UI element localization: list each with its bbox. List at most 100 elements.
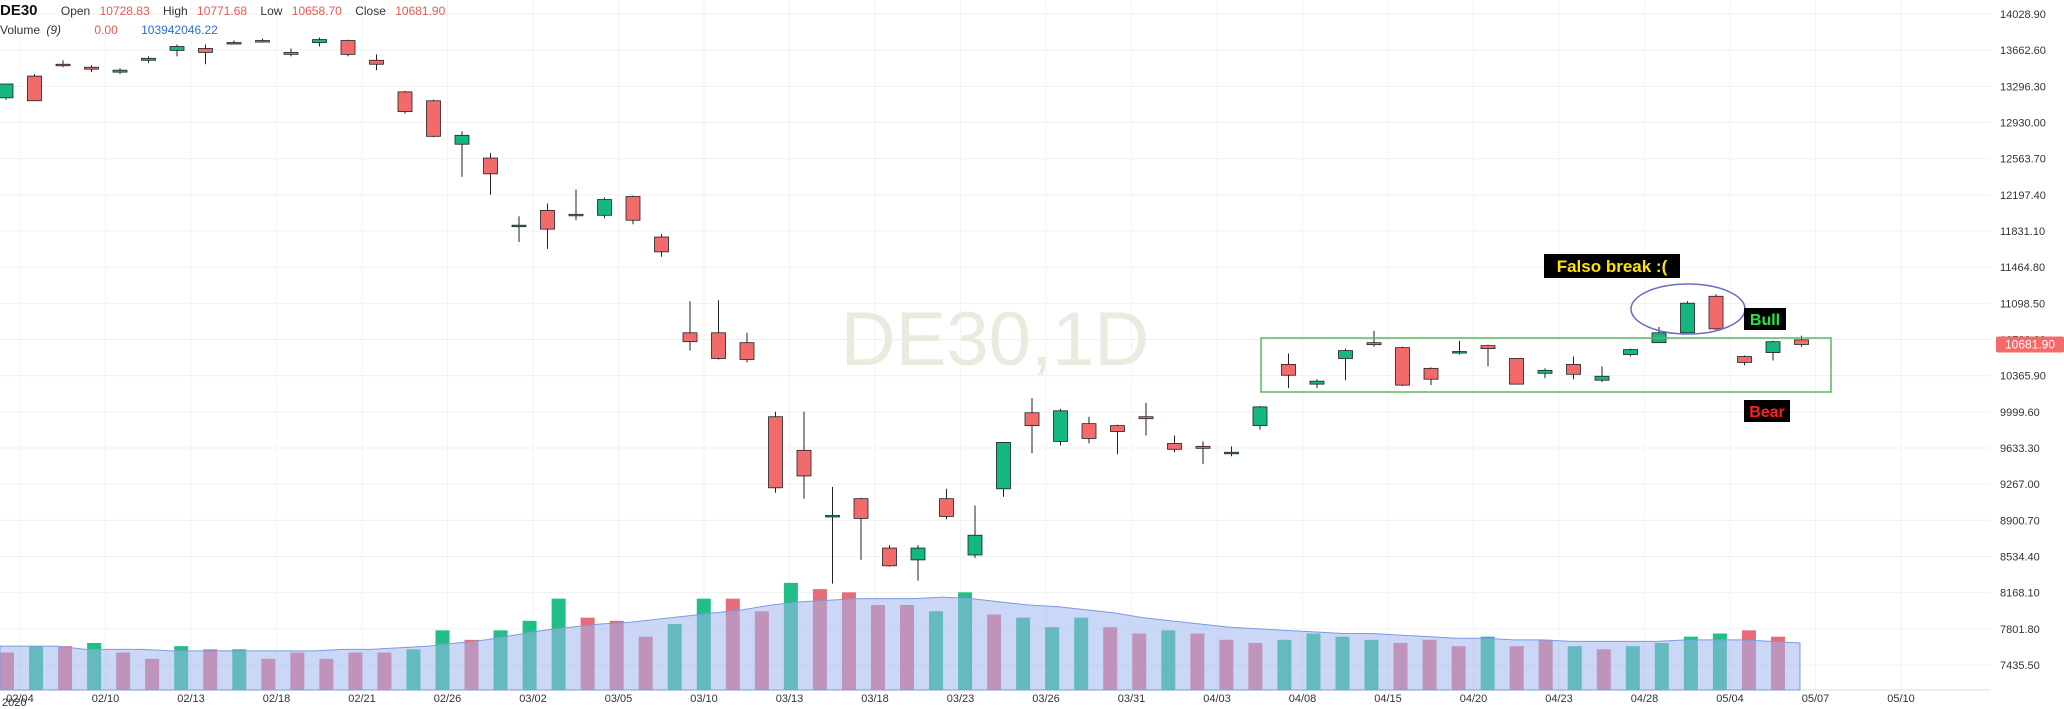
false-break-label-bg: [1544, 254, 1680, 278]
price-tick-label: 13662.60: [2000, 45, 2046, 57]
candle-body: [1252, 406, 1268, 427]
price-tick-label: 10365.90: [2000, 371, 2046, 383]
price-tick-label: 8534.40: [2000, 552, 2040, 564]
candle-body: [711, 332, 726, 359]
candle-body: [1395, 347, 1410, 386]
candle-body: [169, 46, 185, 51]
time-tick-label: 02/26: [434, 693, 462, 705]
candle-body: [1138, 416, 1154, 420]
last-price-marker: 10681.90: [1996, 336, 2064, 353]
time-tick-label: 02/18: [263, 693, 291, 705]
low-value: 10658.70: [291, 4, 342, 18]
price-tick-label: 9633.30: [2000, 443, 2040, 455]
close-value: 10681.90: [395, 4, 446, 18]
candle-body: [1423, 367, 1439, 380]
time-tick-label: 02/10: [92, 693, 120, 705]
time-tick-label: 04/20: [1460, 693, 1488, 705]
range-box[interactable]: [1260, 337, 1832, 393]
time-tick-label: 02/04: [6, 693, 34, 705]
bull-label-bg: [1744, 308, 1786, 330]
candle-body: [739, 342, 755, 360]
candle-body: [796, 449, 812, 477]
time-tick-label: 04/28: [1631, 693, 1659, 705]
price-tick-label: 7801.80: [2000, 624, 2040, 636]
ohlc-legend: DE30 Open 10728.83 High 10771.68 Low 106…: [0, 2, 455, 19]
time-tick-label: 03/10: [690, 693, 718, 705]
price-tick-label: 13296.30: [2000, 81, 2046, 93]
candle-body: [825, 515, 840, 518]
candle-body: [226, 42, 242, 45]
candle-body: [1480, 345, 1496, 350]
bull-label[interactable]: Bull: [1750, 312, 1780, 329]
high-value: 10771.68: [197, 4, 248, 18]
price-tick-label: 11464.80: [2000, 262, 2045, 274]
volume-bars: [0, 582, 1801, 691]
candle-body: [1537, 369, 1553, 374]
time-tick-label: 03/05: [605, 693, 633, 705]
time-axis[interactable]: 02/04 02/10 02/13 02/18 02/21 02/26 03/02 03/05…: [2, 693, 1915, 709]
candle-body: [141, 57, 156, 61]
time-tick-label: 03/18: [861, 693, 889, 705]
candle-body: [939, 498, 954, 517]
open-value: 10728.83: [99, 4, 150, 18]
candle-body: [682, 332, 698, 343]
chart-watermark: DE30,1D: [841, 297, 1149, 382]
price-tick-label: 8168.10: [2000, 588, 2040, 600]
volume-ma-value: 0.00: [94, 23, 118, 37]
time-tick-label: 03/31: [1118, 693, 1146, 705]
candle-body: [996, 442, 1011, 490]
candle-body: [654, 236, 669, 253]
time-tick-label: 03/23: [947, 693, 975, 705]
candle-body: [0, 83, 14, 99]
candle-body: [1566, 364, 1581, 375]
candle-body: [967, 534, 983, 556]
price-tick-label: 11098.50: [2000, 298, 2045, 310]
candle-body: [853, 498, 869, 519]
year-label: 2020: [2, 697, 26, 709]
candle-body: [1338, 350, 1353, 359]
candle-body: [397, 91, 413, 113]
candle-body: [1594, 375, 1610, 381]
candle-body: [1452, 351, 1467, 354]
bear-label[interactable]: Bear: [1749, 404, 1785, 421]
volume-label[interactable]: Volume: [0, 23, 41, 37]
volume-value: 103942046.22: [141, 23, 218, 37]
time-tick-label: 04/08: [1289, 693, 1317, 705]
time-tick-label: 04/03: [1203, 693, 1231, 705]
symbol-label[interactable]: DE30: [0, 2, 38, 19]
candle-body: [1737, 356, 1752, 363]
time-tick-label: 04/15: [1374, 693, 1402, 705]
candle-body: [1224, 451, 1239, 455]
candle-body: [1081, 423, 1097, 439]
candle-body: [55, 63, 71, 67]
price-tick-label: 12930.00: [2000, 118, 2046, 130]
candle-body: [283, 51, 299, 55]
candle-body: [1708, 295, 1724, 330]
candle-body: [882, 547, 897, 567]
candle-body: [1167, 442, 1182, 450]
price-axis[interactable]: 14028.90 13662.60 13296.30 12930.00 12563.70…: [2000, 9, 2046, 672]
candle-body: [1195, 445, 1211, 449]
time-tick-label: 05/07: [1802, 693, 1830, 705]
candle-body: [1024, 412, 1040, 427]
candle-body: [540, 209, 555, 230]
candle-body: [1366, 342, 1382, 346]
volume-legend: Volume (9) 0.00 103942046.22: [0, 23, 218, 37]
candle-body: [1110, 425, 1125, 432]
candle-body: [568, 213, 584, 217]
time-tick-label: 05/10: [1887, 693, 1915, 705]
last-price-label: 10681.90: [2005, 337, 2055, 351]
volume-period: (9): [46, 23, 62, 37]
false-break-label[interactable]: Falso break :(: [1557, 257, 1668, 276]
candle-body: [625, 196, 641, 221]
price-tick-label: 9267.00: [2000, 479, 2040, 491]
price-tick-label: 12563.70: [2000, 154, 2046, 166]
price-tick-label: 11831.10: [2000, 226, 2045, 238]
annotations: Falso break :( Bull Bear: [1260, 254, 1832, 422]
price-tick-label: 14028.90: [2000, 9, 2046, 21]
time-tick-label: 02/13: [177, 693, 205, 705]
candle-body: [1765, 341, 1781, 353]
candle-body: [1509, 358, 1524, 385]
candle-body: [112, 69, 128, 73]
